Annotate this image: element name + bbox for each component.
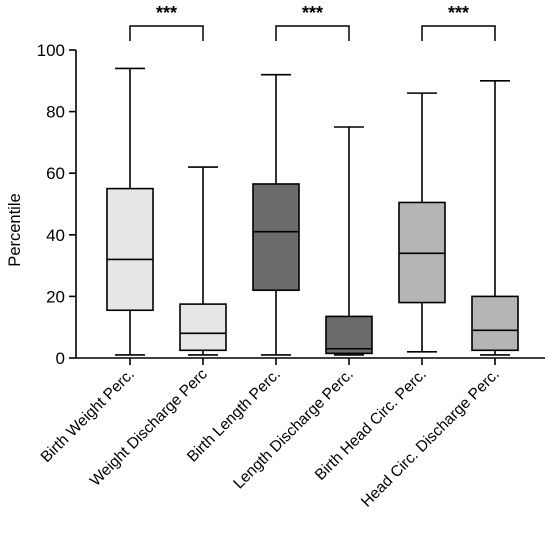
x-tick-label: Weight Discharge Perc [87,366,211,490]
iqr-box [471,295,519,352]
y-tick-label: 60 [46,164,65,183]
significance-bracket: *** [129,3,204,41]
significance-label: *** [156,3,177,23]
iqr-box [179,303,227,352]
box-item [252,73,300,356]
box-item [471,80,519,356]
iqr-box [106,187,154,312]
y-tick-label: 40 [46,226,65,245]
y-tick-label: 20 [46,287,65,306]
bracket-line [421,25,496,41]
x-axis: Birth Weight Perc.Weight Discharge PercB… [38,357,545,511]
iqr-box [252,183,300,292]
x-tick-label: Head Circ. Discharge Perc. [358,366,503,511]
x-tick-label: Length Discharge Perc. [230,366,357,493]
significance-bracket: *** [421,3,496,41]
y-tick-label: 0 [56,349,65,368]
significance-bracket: *** [275,3,350,41]
bracket-line [275,25,350,41]
box-item [106,67,154,356]
box-item [179,166,227,356]
y-axis: 0 20 40 60 80 100 [37,41,77,368]
y-tick-label: 80 [46,103,65,122]
significance-label: *** [448,3,469,23]
y-tick-label: 100 [37,41,65,60]
box-item [398,92,446,353]
bracket-line [129,25,204,41]
iqr-box [325,315,373,355]
box-item [325,126,373,356]
box-series [106,67,519,356]
y-axis-title: Percentile [6,193,24,266]
significance-brackets: *** *** *** [129,3,496,41]
significance-label: *** [302,3,323,23]
